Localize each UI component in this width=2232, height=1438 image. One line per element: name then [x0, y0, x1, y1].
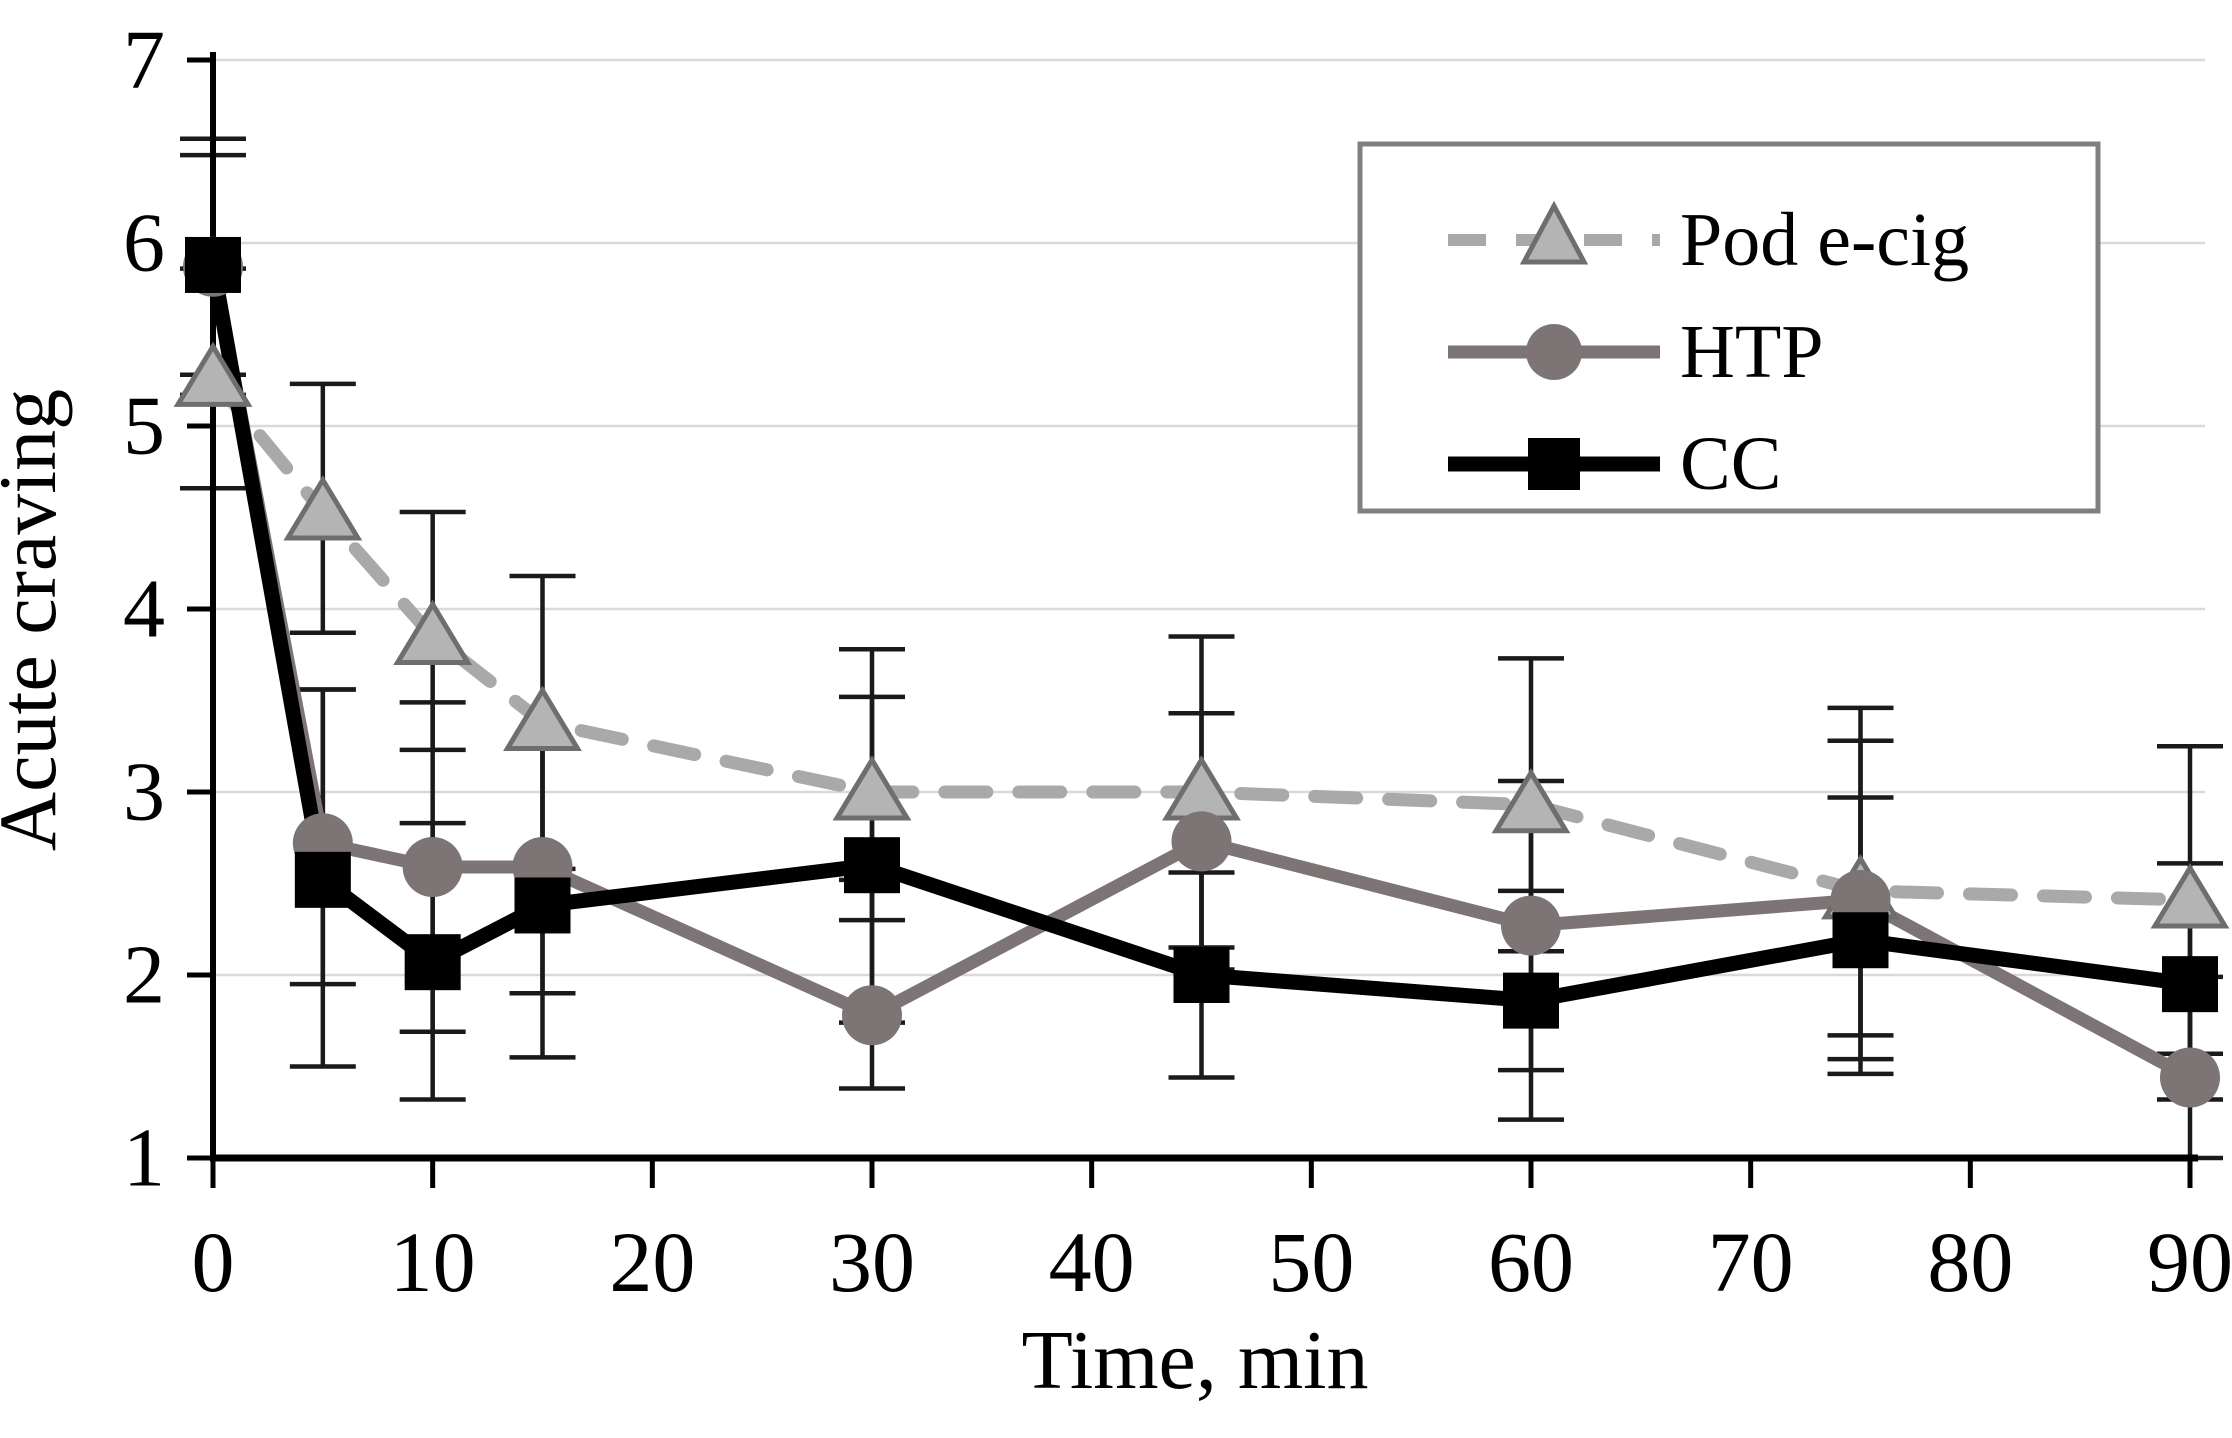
- y-tick-label-1: 1: [123, 1112, 165, 1205]
- legend-item-pod: Pod e-cig: [1448, 198, 1969, 282]
- cc-marker-square: [1503, 972, 1559, 1029]
- x-tick-label-40: 40: [1049, 1214, 1135, 1310]
- x-tick-label-20: 20: [609, 1214, 695, 1310]
- cc-marker-square: [2162, 956, 2218, 1013]
- htp-marker-circle: [1501, 895, 1561, 956]
- y-tick-label-7: 7: [123, 14, 165, 107]
- x-tick-label-80: 80: [1927, 1214, 2013, 1310]
- cc-marker-square: [1173, 947, 1230, 1003]
- legend-htp-circle-icon: [1526, 324, 1582, 380]
- y-axis-title: Acute craving: [0, 389, 73, 851]
- y-tick-label-5: 5: [123, 380, 165, 473]
- legend-pod-triangle-icon: [1519, 200, 1589, 265]
- cc-marker-square: [1832, 912, 1889, 969]
- legend-item-htp: HTP: [1448, 310, 1824, 394]
- legend-cc-square-icon: [1528, 438, 1580, 490]
- x-tick-label-60: 60: [1488, 1214, 1574, 1310]
- y-tick-label-4: 4: [123, 563, 165, 656]
- legend-label-htp: HTP: [1680, 310, 1824, 394]
- y-tick-label-2: 2: [123, 929, 165, 1022]
- pod-marker-triangle: [173, 341, 253, 407]
- gridlines: [213, 58, 2205, 977]
- x-tick-label-70: 70: [1708, 1214, 1794, 1310]
- x-tick-label-10: 10: [390, 1214, 476, 1310]
- pod-marker-triangle: [393, 599, 473, 665]
- legend-label-cc: CC: [1680, 422, 1781, 506]
- legend-item-cc: CC: [1448, 422, 1781, 506]
- htp-marker-circle: [1171, 811, 1232, 872]
- legend-box: [1357, 141, 2101, 514]
- x-tick-label-30: 30: [829, 1214, 915, 1310]
- x-tick-label-0: 0: [192, 1214, 235, 1310]
- legend-label-pod: Pod e-cig: [1680, 198, 1969, 282]
- pod-marker-triangle: [503, 685, 582, 751]
- htp-marker-circle: [842, 985, 902, 1046]
- cc-marker-square: [514, 877, 571, 934]
- cc-marker-square: [185, 236, 241, 293]
- pod-marker-triangle: [1491, 767, 1571, 834]
- pod-marker-triangle: [832, 755, 912, 821]
- y-tick-label-3: 3: [123, 746, 165, 839]
- legend: Pod e-cig HTP CC: [1357, 141, 2101, 514]
- cc-marker-square: [294, 851, 351, 908]
- series-markers: [173, 236, 2230, 1108]
- x-axis-title: Time, min: [1022, 1314, 1369, 1407]
- pod-marker-triangle: [283, 475, 363, 541]
- cc-marker-square: [404, 934, 461, 991]
- y-tick-label-6: 6: [123, 197, 165, 290]
- x-tick-label-90: 90: [2147, 1214, 2232, 1310]
- pod-marker-triangle: [2150, 863, 2230, 929]
- cc-marker-square: [844, 837, 900, 894]
- htp-marker-circle: [402, 837, 463, 898]
- x-tick-label-50: 50: [1268, 1214, 1354, 1310]
- htp-marker-circle: [2160, 1047, 2220, 1108]
